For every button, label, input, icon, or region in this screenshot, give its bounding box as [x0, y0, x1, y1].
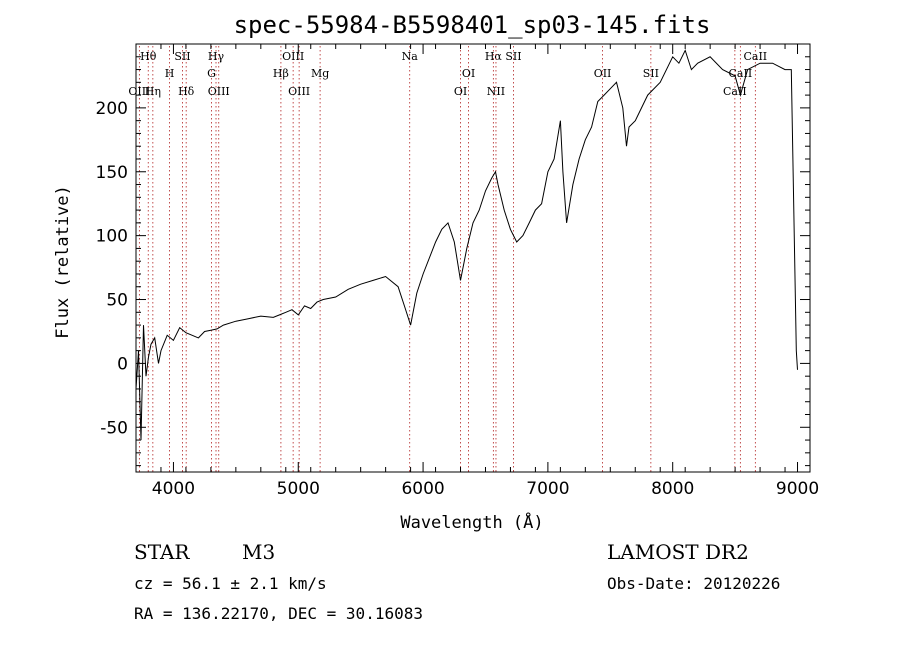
y-tick-label: 100: [96, 227, 128, 247]
y-tick-label: 0: [117, 354, 128, 374]
spectral-line-label: Hγ: [208, 50, 225, 63]
survey-name: LAMOST DR2: [607, 540, 749, 564]
plot-frame: [135, 43, 811, 473]
object-type: STAR: [134, 540, 190, 564]
spectral-line-label: OIII: [282, 50, 304, 63]
coordinates-line: RA = 136.22170, DEC = 30.16083: [134, 604, 423, 623]
axis-ticks: 4000 5000 6000 7000 8000 9000 -50 0 50 100 150 200: [96, 44, 819, 499]
spectrum-series-line: [135, 49, 798, 441]
x-tick-label: 7000: [526, 479, 569, 499]
spectral-line-label: CaII: [729, 67, 753, 80]
x-tick-label: 9000: [776, 479, 819, 499]
spectral-line-label: OII: [594, 67, 612, 80]
spectral-line-label: SII: [174, 50, 190, 63]
y-tick-label: -50: [100, 418, 128, 438]
spectral-line-label: OIII: [128, 85, 150, 98]
spectral-line-label: Hδ: [178, 85, 195, 98]
spectral-line-markers: HθOIIIHηSIIHHδHγGOIIIOIIIHβOIIIMgNaOIOIH…: [128, 46, 767, 472]
x-tick-label: 4000: [152, 479, 195, 499]
spectral-line-label: Hθ: [140, 50, 157, 63]
y-tick-label: 50: [106, 291, 128, 311]
spectral-line-label: SII: [643, 67, 659, 80]
spectral-line-label: OI: [462, 67, 475, 80]
spectral-line-label: Mg: [311, 67, 329, 80]
spectral-line-label: CaII: [743, 50, 767, 63]
spectral-line-label: H: [165, 67, 175, 80]
redshift-line: cz = 56.1 ± 2.1 km/s: [134, 574, 327, 593]
spectral-line-label: Hβ: [273, 67, 289, 80]
obs-date-line: Obs-Date: 20120226: [607, 574, 780, 593]
y-tick-label: 200: [96, 99, 128, 119]
x-axis-label: Wavelength (Å): [400, 511, 543, 533]
spectral-line-label: Na: [402, 50, 419, 63]
spectral-line-label: OIII: [288, 85, 310, 98]
x-tick-label: 8000: [651, 479, 694, 499]
y-tick-label: 150: [96, 163, 128, 183]
chart-title: spec-55984-B5598401_sp03-145.fits: [234, 11, 711, 39]
x-tick-label: 5000: [277, 479, 320, 499]
y-axis-label: Flux (relative): [53, 185, 73, 339]
x-tick-label: 6000: [401, 479, 444, 499]
spectral-line-label: G: [207, 67, 216, 80]
spectral-line-label: NII: [487, 85, 505, 98]
spectral-line-label: OIII: [208, 85, 230, 98]
object-subclass: M3: [242, 540, 275, 564]
spectral-line-label: Hα: [485, 50, 503, 63]
spectral-line-label: OI: [454, 85, 467, 98]
spectral-line-label: SII: [505, 50, 521, 63]
spectral-line-label: Hη: [145, 85, 161, 98]
